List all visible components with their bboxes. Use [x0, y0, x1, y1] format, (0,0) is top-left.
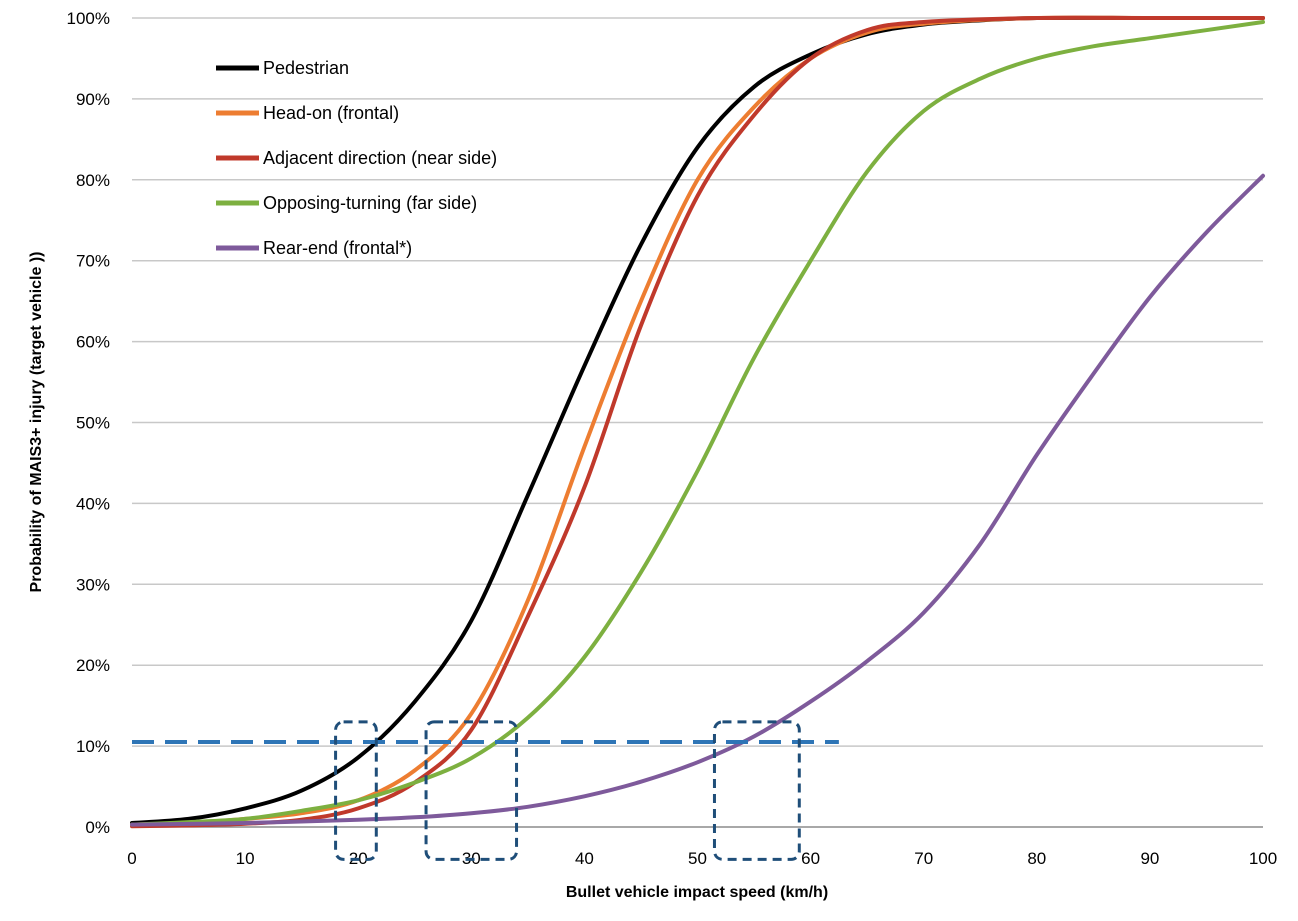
x-tick-label: 10	[236, 849, 255, 868]
x-tick-label: 40	[575, 849, 594, 868]
y-tick-label: 50%	[76, 414, 110, 433]
y-tick-label: 30%	[76, 575, 110, 594]
annotations	[132, 720, 839, 861]
series-line-3	[130, 20, 1265, 827]
legend-label: Head-on (frontal)	[263, 103, 399, 123]
y-tick-label: 20%	[76, 656, 110, 675]
series-line-0	[130, 15, 1265, 825]
y-tick-label: 10%	[76, 737, 110, 756]
y-tick-label: 70%	[76, 252, 110, 271]
y-tick-label: 60%	[76, 333, 110, 352]
highlight-box	[424, 720, 519, 861]
x-tick-label: 100	[1249, 849, 1277, 868]
x-tick-label: 60	[801, 849, 820, 868]
x-tick-label: 90	[1140, 849, 1159, 868]
y-tick-label: 100%	[67, 9, 110, 28]
series-line-1	[130, 15, 1265, 827]
legend-label: Opposing-turning (far side)	[263, 193, 477, 213]
legend-label: Adjacent direction (near side)	[263, 148, 497, 168]
highlight-box	[712, 720, 801, 861]
gridlines	[132, 17, 1263, 747]
x-tick-label: 0	[127, 849, 136, 868]
x-tick-label: 80	[1027, 849, 1046, 868]
series-line-4	[130, 173, 1265, 827]
y-tick-label: 0%	[85, 818, 110, 837]
y-tick-label: 80%	[76, 171, 110, 190]
series-line-2	[130, 15, 1265, 829]
y-axis-title: Probability of MAIS3+ injury (target veh…	[28, 252, 45, 593]
series-lines	[130, 15, 1265, 829]
y-tick-label: 90%	[76, 90, 110, 109]
legend: Pedestrian Head-on (frontal) Adjacent dire…	[216, 58, 497, 258]
x-tick-label: 50	[688, 849, 707, 868]
y-tick-label: 40%	[76, 494, 110, 513]
legend-label: Rear-end (frontal*)	[263, 238, 412, 258]
legend-label: Pedestrian	[263, 58, 349, 78]
y-axis-ticks: 0% 10% 20% 30% 40% 50% 60% 70% 80% 90% 100%	[67, 9, 110, 837]
x-axis-ticks: 0 10 20 30 40 50 60 70 80 90 100	[127, 849, 1277, 868]
x-axis-title: Bullet vehicle impact speed (km/h)	[566, 884, 828, 901]
highlight-box	[334, 720, 378, 861]
x-tick-label: 70	[914, 849, 933, 868]
